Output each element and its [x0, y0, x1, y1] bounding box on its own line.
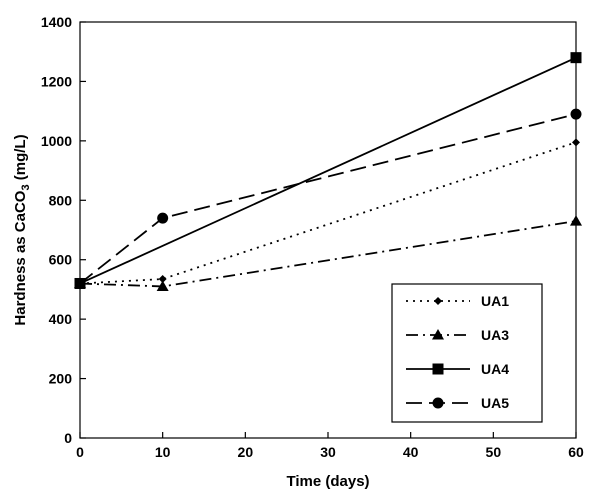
legend-item-ua3: UA3	[406, 327, 509, 343]
y-axis-title-main: Hardness as CaCO	[12, 190, 29, 325]
series-ua4	[74, 52, 582, 289]
legend-item-ua5: UA5	[406, 395, 509, 411]
x-tick-label: 10	[155, 444, 171, 460]
y-tick-label: 600	[49, 252, 73, 268]
data-point-ua5	[157, 212, 169, 224]
y-axis-title-subscript: 3	[20, 184, 32, 190]
series-ua5	[74, 108, 582, 289]
y-tick-label: 200	[49, 371, 73, 387]
series-group	[74, 52, 582, 291]
y-tick-label: 400	[49, 311, 73, 327]
data-point-ua5	[74, 277, 86, 289]
data-point-ua5	[570, 108, 582, 120]
legend-marker-ua3	[432, 329, 444, 340]
y-axis-title-unit: (mg/L)	[12, 134, 29, 184]
y-tick-label: 0	[64, 430, 72, 446]
series-line-ua4	[79, 56, 577, 285]
x-tick-label: 40	[403, 444, 419, 460]
legend-item-ua4: UA4	[406, 361, 509, 377]
y-axis-title: Hardness as CaCO3 (mg/L)	[12, 134, 32, 325]
series-line-ua3	[79, 220, 577, 288]
series-ua1	[76, 138, 580, 288]
legend-marker-ua5	[432, 397, 444, 409]
x-tick-label: 60	[568, 444, 584, 460]
x-tick-label: 0	[76, 444, 84, 460]
data-point-ua4	[570, 52, 582, 64]
legend: UA1 UA3 UA4 UA5	[391, 283, 543, 423]
series-line-ua1	[79, 141, 577, 285]
x-axis-title: Time (days)	[286, 473, 369, 490]
legend-marker-ua1	[434, 297, 442, 305]
legend-label-ua5: UA5	[481, 395, 509, 411]
legend-label-ua4: UA4	[481, 361, 509, 377]
legend-marker-ua4	[432, 363, 444, 375]
data-point-ua1	[158, 275, 167, 284]
legend-label-ua3: UA3	[481, 327, 509, 343]
legend-box	[391, 283, 543, 423]
y-tick-label: 1400	[41, 14, 72, 30]
x-tick-label: 20	[238, 444, 254, 460]
x-tick-label: 50	[486, 444, 502, 460]
y-tick-label: 800	[49, 192, 73, 208]
y-tick-label: 1200	[41, 73, 72, 89]
data-point-ua3	[570, 215, 582, 226]
data-point-ua1	[572, 138, 580, 147]
x-tick-label: 30	[320, 444, 336, 460]
y-tick-label: 1000	[41, 133, 72, 149]
data-point-ua3	[156, 280, 169, 291]
legend-item-ua1: UA1	[406, 293, 509, 309]
legend-label-ua1: UA1	[481, 293, 509, 309]
series-line-ua5	[79, 113, 577, 285]
